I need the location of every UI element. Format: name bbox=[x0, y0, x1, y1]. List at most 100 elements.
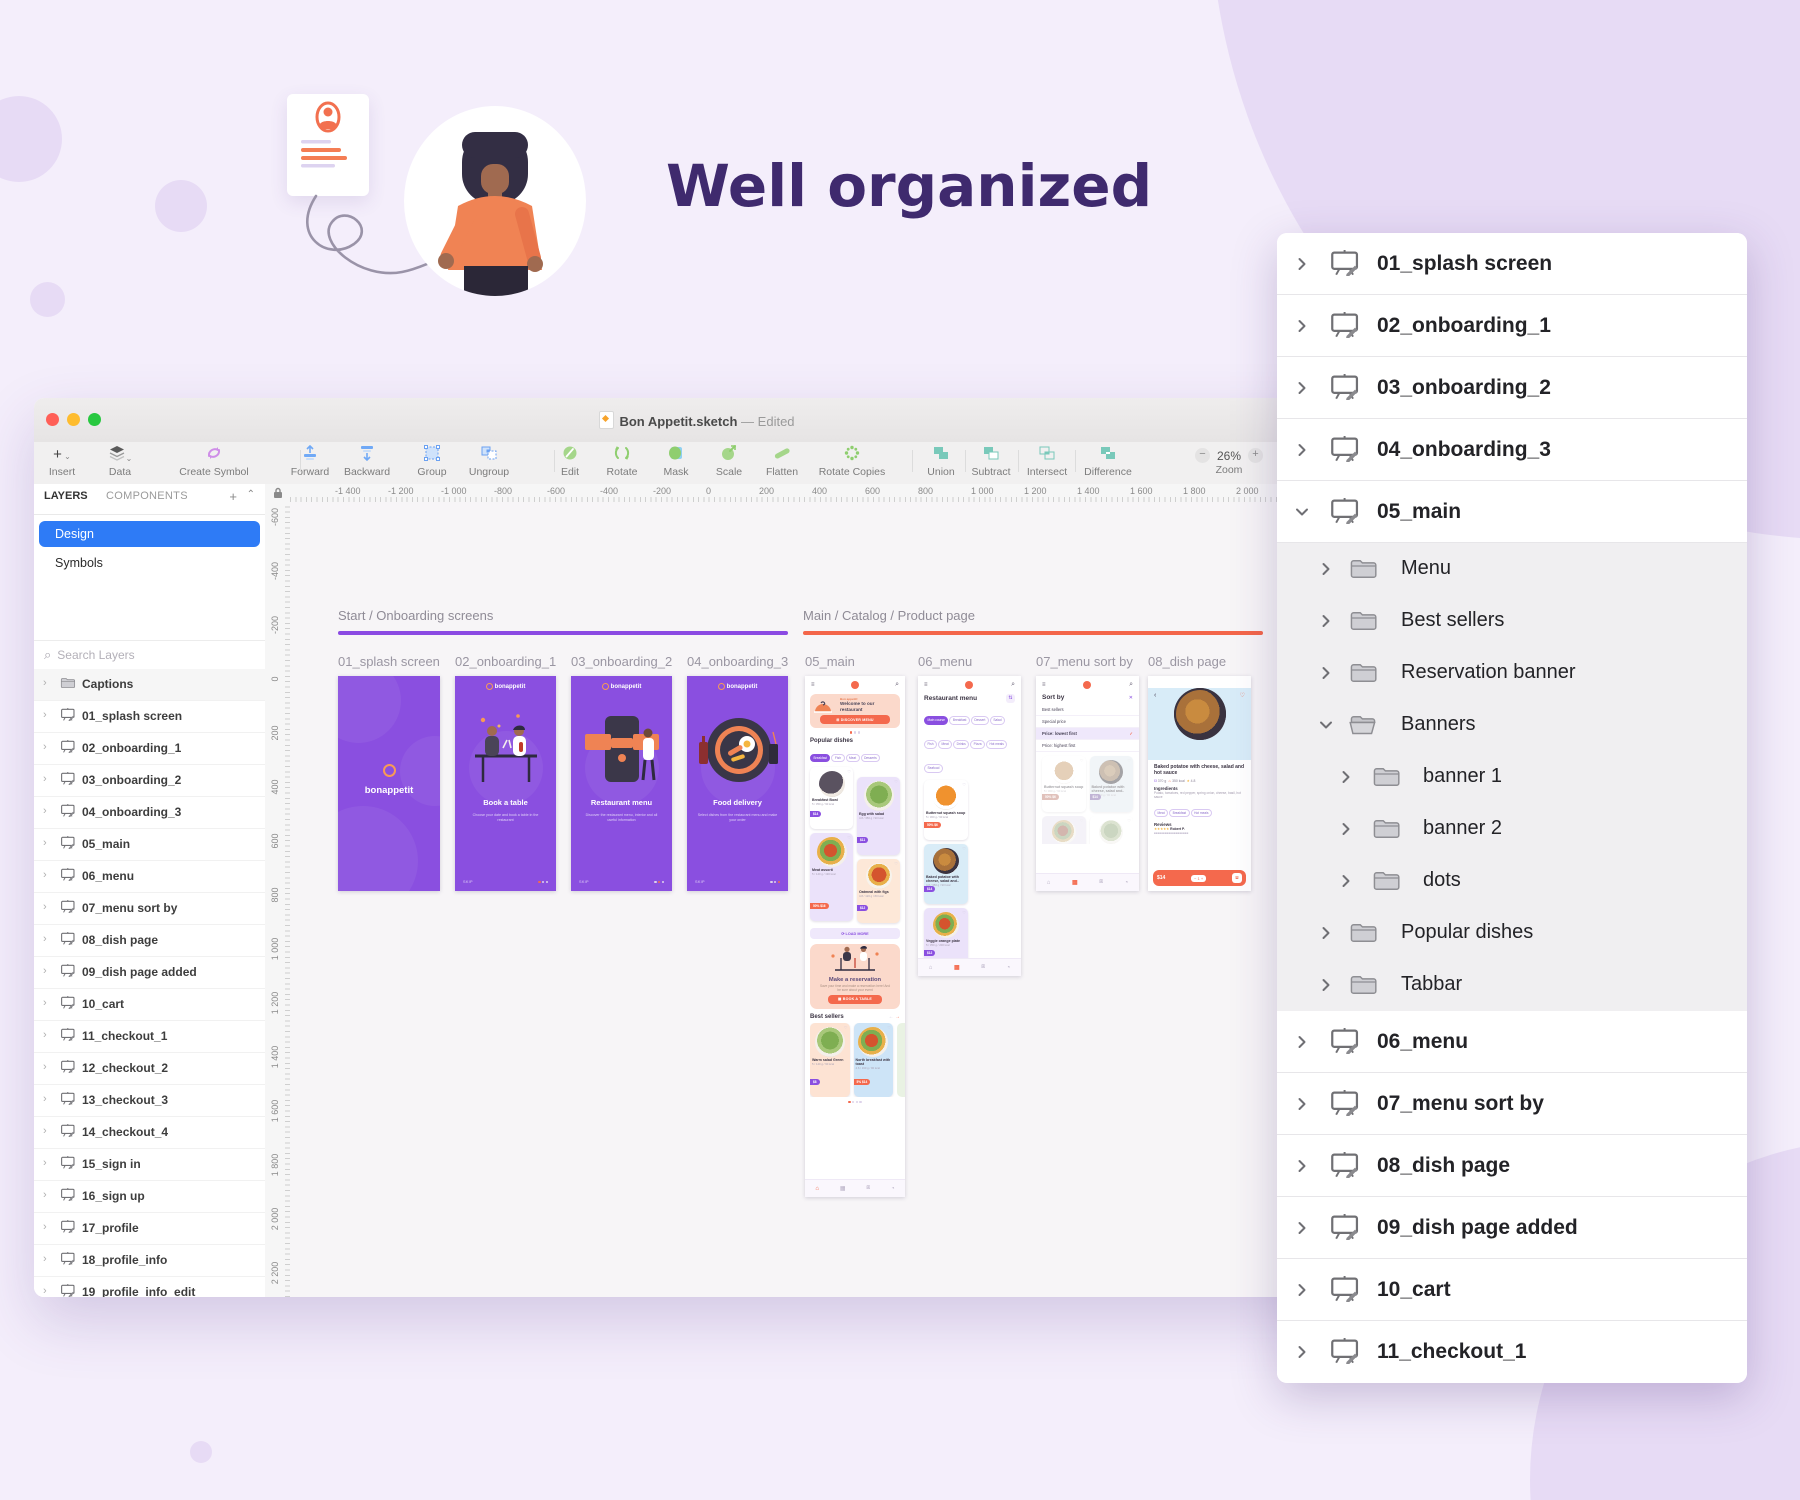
back-icon[interactable]: ‹ bbox=[1154, 692, 1157, 699]
cart-icon[interactable]: ⧈ bbox=[1232, 873, 1242, 883]
toolbar-insert-button[interactable]: + ⌄ Insert bbox=[36, 445, 88, 478]
category-chip[interactable]: Dessert bbox=[970, 716, 989, 725]
heart-icon[interactable]: ♡ bbox=[1239, 693, 1245, 699]
artboard-title[interactable]: 03_onboarding_2 bbox=[571, 654, 673, 669]
artboard-onb3[interactable]: bonappetit Food delivery Select dishes fro… bbox=[687, 676, 788, 891]
chevron-down-icon[interactable] bbox=[1319, 718, 1333, 732]
heart-icon[interactable]: ♡ bbox=[1079, 758, 1084, 763]
chevron-right-icon[interactable] bbox=[1319, 614, 1333, 628]
chevron-right-icon[interactable]: › bbox=[43, 869, 47, 881]
panel-layer-row[interactable]: 08_dish page bbox=[1277, 1135, 1747, 1197]
chevron-right-icon[interactable] bbox=[1319, 562, 1333, 576]
panel-layer-row[interactable]: Best sellers bbox=[1277, 595, 1747, 647]
panel-layer-row[interactable]: banner 2 bbox=[1277, 803, 1747, 855]
chevron-right-icon[interactable] bbox=[1295, 1159, 1309, 1173]
category-chip[interactable]: Hot meals bbox=[1190, 808, 1212, 817]
panel-layer-row[interactable]: Menu bbox=[1277, 543, 1747, 595]
artboard-title[interactable]: 01_splash screen bbox=[338, 654, 440, 669]
close-icon[interactable]: ✕ bbox=[1128, 694, 1133, 701]
tab-components[interactable]: COMPONENTS bbox=[106, 490, 188, 502]
category-chip[interactable]: Breakfast bbox=[810, 753, 831, 762]
canvas[interactable]: Start / Onboarding screens Main / Catalo… bbox=[290, 502, 1360, 1297]
dish-card[interactable]: ♡ 50% $6 Butternut squash soup 5 / 300 g / … bbox=[1042, 756, 1086, 812]
category-chip[interactable]: Desserts bbox=[860, 753, 881, 762]
toolbar-intersect-button[interactable]: Intersect bbox=[1016, 445, 1078, 478]
category-chip[interactable]: Salad bbox=[989, 716, 1005, 725]
skip-button[interactable]: SKIP bbox=[463, 880, 473, 884]
toolbar-difference-button[interactable]: Difference bbox=[1075, 445, 1141, 478]
artboard-title[interactable]: 08_dish page bbox=[1148, 654, 1227, 669]
dish-card[interactable]: ♡ 50% $16 Meat assorti 5 / 140 g / 190 kcal bbox=[810, 832, 853, 921]
layer-row[interactable]: › 03_onboarding_2 bbox=[34, 765, 265, 797]
toolbar-backward-button[interactable]: Backward bbox=[335, 445, 399, 478]
chevron-right-icon[interactable]: › bbox=[43, 677, 47, 689]
panel-layer-row[interactable]: 07_menu sort by bbox=[1277, 1073, 1747, 1135]
chevron-right-icon[interactable] bbox=[1295, 257, 1309, 271]
panel-layer-row[interactable]: 03_onboarding_2 bbox=[1277, 357, 1747, 419]
collapse-icon[interactable]: ⌃ bbox=[246, 489, 255, 500]
artboard-sort[interactable]: ≡ ⌕ Sort by ✕ Best sellers Special price Price… bbox=[1036, 676, 1139, 891]
add-to-cart-bar[interactable]: $14 − 1 + ⧈ bbox=[1153, 870, 1246, 886]
artboard-splash[interactable]: bonappetit bbox=[338, 676, 440, 891]
artboard-title[interactable]: 06_menu bbox=[918, 654, 973, 669]
layer-row[interactable]: › 09_dish page added bbox=[34, 957, 265, 989]
panel-layer-row[interactable]: Reservation banner bbox=[1277, 647, 1747, 699]
panel-layer-row[interactable]: 05_main bbox=[1277, 481, 1747, 543]
layer-row[interactable]: › 14_checkout_4 bbox=[34, 1117, 265, 1149]
artboard-title[interactable]: 07_menu sort by bbox=[1036, 654, 1133, 669]
chevron-right-icon[interactable]: › bbox=[43, 901, 47, 913]
page-item-design[interactable]: Design bbox=[39, 521, 260, 547]
zoom-in-button[interactable]: + bbox=[1248, 448, 1264, 463]
layer-row[interactable]: › 19_profile_info_edit bbox=[34, 1277, 265, 1297]
sort-option[interactable]: Price: lowest first ✓ bbox=[1036, 728, 1139, 740]
book-table-button[interactable]: ▦ BOOK A TABLE bbox=[828, 994, 882, 1004]
chevron-right-icon[interactable]: › bbox=[43, 709, 47, 721]
artboard-menu[interactable]: ≡ ⌕ Restaurant menu ⇅ Main course Breakfast De… bbox=[918, 676, 1021, 976]
toolbar-mask-button[interactable]: Mask bbox=[655, 445, 697, 478]
heart-icon[interactable]: ♡ bbox=[847, 768, 851, 774]
chevron-right-icon[interactable]: › bbox=[43, 1157, 47, 1169]
reservation-banner[interactable]: Make a reservation Save your time and mak… bbox=[810, 943, 900, 1009]
layer-row[interactable]: › 15_sign in bbox=[34, 1149, 265, 1181]
toolbar-subtract-button[interactable]: Subtract bbox=[962, 445, 1020, 478]
chevron-right-icon[interactable] bbox=[1319, 978, 1333, 992]
layer-row[interactable]: › 06_menu bbox=[34, 861, 265, 893]
dish-card[interactable]: ♡ $8 Warm salad Green 5 / 140 g / 90 kcal bbox=[810, 1022, 850, 1097]
panel-layer-row[interactable]: 01_splash screen bbox=[1277, 233, 1747, 295]
chevron-right-icon[interactable]: › bbox=[43, 1285, 47, 1297]
panel-layer-row[interactable]: Popular dishes bbox=[1277, 907, 1747, 959]
dish-card[interactable]: ♡ 5% $14 North breakfast with toast 4.6 / 1… bbox=[853, 1022, 893, 1097]
chevron-right-icon[interactable] bbox=[1339, 822, 1353, 836]
chevron-right-icon[interactable] bbox=[1295, 1345, 1309, 1359]
page-item-symbols[interactable]: Symbols bbox=[55, 556, 103, 570]
toolbar-group-button[interactable]: Group bbox=[407, 445, 457, 478]
heart-icon[interactable]: ♡ bbox=[887, 1024, 891, 1030]
add-page-icon[interactable]: + bbox=[229, 489, 237, 504]
heart-icon[interactable]: ♡ bbox=[1127, 758, 1131, 763]
skip-button[interactable]: SKIP bbox=[579, 880, 589, 884]
chevron-right-icon[interactable] bbox=[1295, 1221, 1309, 1235]
tab-layers[interactable]: LAYERS bbox=[44, 490, 88, 502]
heart-icon[interactable]: ♡ bbox=[1079, 818, 1084, 823]
dish-card[interactable]: ♡$16Spring warm set4.9 / 190 g / 120 kca… bbox=[1089, 816, 1133, 844]
toolbar-forward-button[interactable]: Forward bbox=[280, 444, 340, 478]
category-chip[interactable]: Breakfast bbox=[949, 716, 970, 725]
layer-row[interactable]: › 02_onboarding_1 bbox=[34, 733, 265, 765]
chevron-right-icon[interactable]: › bbox=[43, 1221, 47, 1233]
toolbar-ungroup-button[interactable]: Ungroup bbox=[460, 445, 518, 478]
category-chip[interactable]: Main course bbox=[924, 716, 949, 725]
chevron-right-icon[interactable] bbox=[1319, 666, 1333, 680]
chevron-right-icon[interactable] bbox=[1339, 874, 1353, 888]
sort-option[interactable]: Special price bbox=[1036, 716, 1139, 728]
quantity-stepper[interactable]: − 1 + bbox=[1191, 874, 1207, 882]
dish-card[interactable]: ♡ $12 Oatmeal with figs 4.8 / 120 g / 80 kc… bbox=[857, 858, 900, 923]
artboard-onb2[interactable]: bonappetit Restaurant menu Discover the re… bbox=[571, 676, 672, 891]
layer-row[interactable]: › 17_profile bbox=[34, 1213, 265, 1245]
panel-layer-row[interactable]: 02_onboarding_1 bbox=[1277, 295, 1747, 357]
layer-row[interactable]: › Captions bbox=[34, 669, 265, 701]
toolbar-flatten-button[interactable]: Flatten bbox=[756, 445, 808, 478]
toolbar-edit-button[interactable]: Edit bbox=[549, 445, 591, 478]
chevron-right-icon[interactable]: › bbox=[43, 997, 47, 1009]
zoom-button[interactable] bbox=[88, 413, 101, 426]
